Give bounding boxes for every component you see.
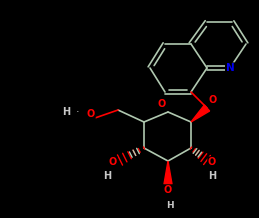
Text: O: O: [209, 95, 217, 105]
Text: H: H: [62, 107, 70, 117]
Text: H: H: [208, 171, 216, 181]
Text: O: O: [87, 109, 95, 119]
Text: H: H: [103, 171, 111, 181]
Text: N: N: [226, 63, 234, 73]
Text: O: O: [158, 99, 166, 109]
Polygon shape: [191, 105, 210, 122]
Text: O: O: [109, 157, 117, 167]
Text: H: H: [166, 201, 174, 209]
Text: O: O: [208, 157, 216, 167]
Polygon shape: [164, 161, 172, 184]
Text: O: O: [164, 185, 172, 195]
Text: ·: ·: [76, 107, 80, 117]
